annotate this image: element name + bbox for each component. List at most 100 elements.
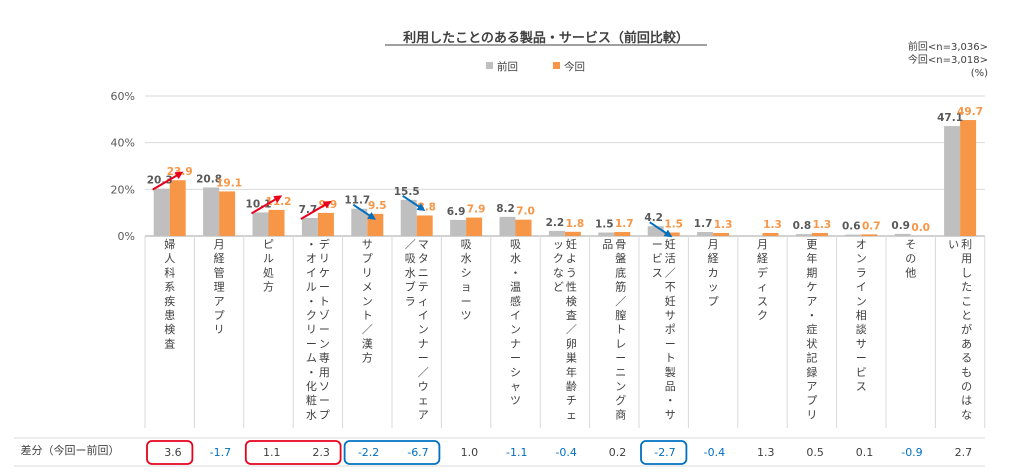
category-label: デリケートゾーン専用ソープ・オイル・クリーム・化粧水 — [306, 237, 330, 421]
bar-previous — [894, 233, 911, 236]
diff-value: -0.4 — [555, 446, 576, 459]
bars — [153, 120, 977, 236]
bar-current — [564, 231, 581, 236]
bar-previous — [795, 234, 812, 236]
bar-current — [811, 232, 828, 236]
bar-current — [762, 232, 779, 236]
category-labels: 婦人科系疾患検査 月経管理アプリ ピル処方 デリケートゾーン専用ソープ・オイル・クリー… — [164, 237, 972, 421]
value-label-current: 1.3 — [813, 219, 832, 231]
value-label-previous: 1.5 — [595, 219, 614, 231]
y-tick-label: 60% — [111, 90, 135, 103]
bar-previous — [153, 188, 170, 236]
bar-current — [960, 120, 977, 236]
y-tick-label: 0% — [118, 230, 135, 243]
category-label: ピル処方 — [263, 238, 274, 294]
category-label: 妊よう性検査／卵巣年齢チェックなど — [553, 237, 577, 421]
value-label-current: 7.9 — [467, 204, 486, 216]
category-label: 更年期ケア・症状記録アプリ — [806, 238, 817, 421]
value-label-current: 9.5 — [368, 200, 387, 212]
legend-label-previous: 前回 — [497, 60, 518, 73]
category-label: 吸水ショーツ — [461, 238, 472, 322]
arrow-up-icon — [250, 195, 283, 215]
bar-previous — [944, 126, 961, 236]
diff-value: -1.7 — [210, 446, 231, 459]
category-label: オンライン相談サービス — [856, 238, 867, 393]
diff-highlight-box — [343, 440, 441, 465]
bar-current — [317, 212, 334, 236]
bar-current — [219, 191, 236, 236]
value-label-previous: 11.7 — [344, 195, 370, 207]
diff-value: 3.6 — [164, 446, 182, 459]
category-label: マタニティインナー／ウェア／吸水ブラ — [405, 238, 429, 421]
bar-previous — [252, 212, 269, 236]
diff-value: -6.7 — [407, 446, 428, 459]
value-label-previous: 20.3 — [147, 175, 173, 187]
legend-swatch-current — [553, 62, 560, 69]
arrow-down-icon — [352, 203, 376, 220]
y-tick-label: 20% — [111, 183, 135, 196]
bar-previous — [697, 232, 714, 236]
bar-current — [614, 232, 631, 236]
value-label-current: 1.7 — [615, 218, 634, 230]
bar-previous — [499, 216, 516, 236]
category-label: 妊活／不妊サポート製品・サービス — [652, 237, 676, 421]
category-label: 月経カップ — [708, 238, 719, 308]
value-label-current: 0.7 — [862, 220, 881, 232]
chart-title: 利用したことのある製品・サービス（前回比較） — [403, 30, 689, 46]
category-label: 月経ディスク — [757, 238, 768, 322]
value-label-current: 23.9 — [167, 166, 193, 178]
value-label-previous: 2.2 — [546, 217, 565, 229]
category-label: 月経管理アプリ — [214, 238, 225, 336]
value-label-current: 1.3 — [763, 219, 782, 231]
diff-value: -2.2 — [358, 446, 379, 459]
value-label-previous: 10.1 — [246, 198, 272, 210]
diff-value: 0.1 — [856, 446, 874, 459]
value-label-previous: 20.8 — [196, 173, 222, 185]
bar-current — [713, 232, 730, 236]
diff-row: 差分（今回ー前回） 3.6 -1.7 1.1 2.3 -2.2 -6.7 1.0 -1.1 -0… — [14, 437, 985, 467]
arrow-down-icon — [649, 221, 673, 238]
bar-previous — [598, 232, 615, 236]
diff-value: 1.1 — [263, 446, 281, 459]
diff-value: -0.9 — [901, 446, 922, 459]
category-label: 利用したことがあるものはない — [948, 238, 972, 421]
diff-value: 1.0 — [461, 446, 479, 459]
bar-previous — [351, 208, 368, 236]
value-labels: 20.323.920.819.110.111.27.7 9.9 11.79.515.… — [147, 106, 983, 234]
diff-highlight-box — [640, 440, 688, 465]
notes: 前回<n=3,036> 今回<n=3,018> (%) — [908, 40, 988, 79]
bar-current — [466, 217, 483, 236]
value-label-current: 0.0 — [911, 222, 930, 234]
bar-current — [268, 209, 285, 236]
arrow-up-icon — [152, 171, 184, 191]
bar-previous — [400, 199, 417, 236]
value-label-previous: 4.2 — [644, 212, 663, 224]
category-label: その他 — [905, 238, 916, 279]
trend-arrows — [152, 171, 673, 238]
value-label-current: 49.7 — [957, 106, 983, 118]
bar-previous — [548, 230, 565, 236]
value-label-current: 9.9 — [319, 199, 338, 211]
bar-previous — [647, 226, 664, 236]
value-label-previous: 0.8 — [793, 220, 812, 232]
value-label-previous: 0.6 — [842, 221, 861, 233]
bar-current — [367, 213, 384, 236]
value-label-current: 7.0 — [516, 206, 535, 218]
diff-value: 1.3 — [757, 446, 775, 459]
value-label-previous: 6.9 — [447, 206, 466, 218]
gridlines — [144, 95, 986, 428]
value-label-previous: 1.7 — [694, 218, 713, 230]
diff-highlight-box — [244, 440, 342, 465]
diff-value: 0.2 — [609, 446, 627, 459]
bar-previous — [301, 218, 318, 236]
value-label-current: 1.3 — [714, 219, 733, 231]
category-label: 吸水・温感インナーシャツ — [510, 238, 521, 407]
bar-previous — [450, 219, 467, 236]
diff-value: -0.4 — [704, 446, 725, 459]
note-previous-n: 前回<n=3,036> — [908, 40, 988, 53]
value-label-current: 19.1 — [216, 177, 242, 189]
arrow-up-icon — [300, 201, 332, 220]
y-axis: 0% 20% 40% 60% — [111, 90, 135, 243]
bar-previous — [203, 187, 220, 236]
diff-value: 2.3 — [312, 446, 330, 459]
